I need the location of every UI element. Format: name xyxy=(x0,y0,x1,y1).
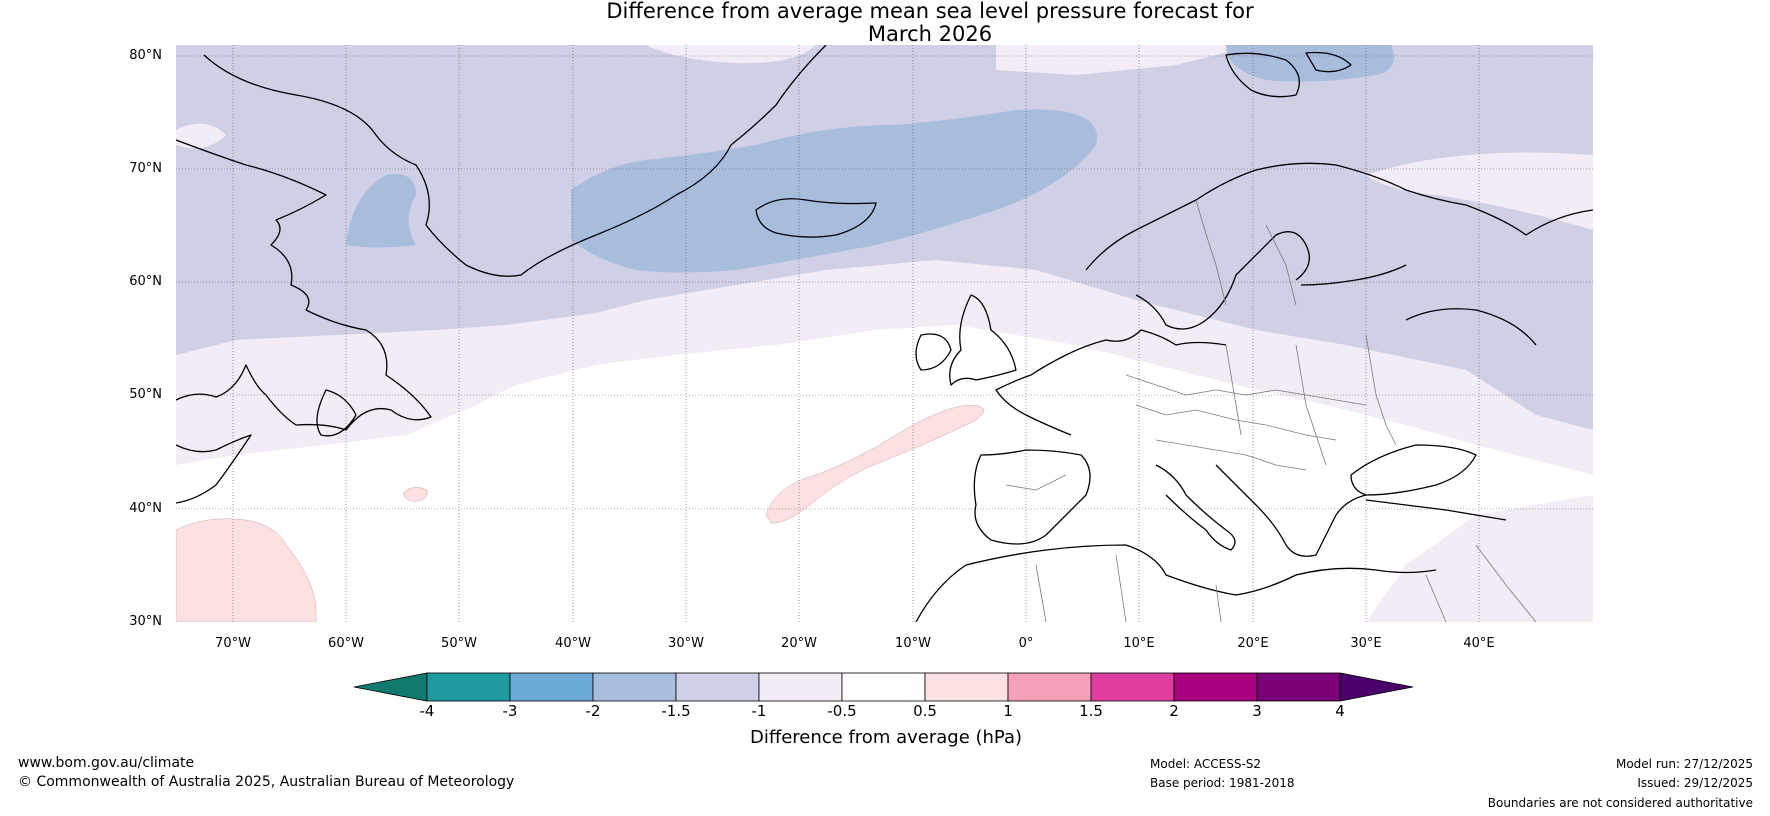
lon-label-10e: 10°E xyxy=(1123,636,1155,651)
black-sea-coast xyxy=(1350,444,1477,496)
anomaly-band-minus-1.5-c xyxy=(1226,45,1394,82)
colorbar-segments xyxy=(353,672,1414,702)
colorbar-tick-label: -1 xyxy=(751,702,767,720)
italy-coast xyxy=(1155,464,1236,551)
model-run-text: Model run: 27/12/2025 xyxy=(1615,757,1753,771)
lat-label-50n: 50°N xyxy=(129,387,162,402)
anomaly-band-minus-1.5 xyxy=(571,109,1097,273)
chart-title: Difference from average mean sea level p… xyxy=(0,0,1770,46)
title-line-1: Difference from average mean sea level p… xyxy=(606,0,1254,23)
colorbar-segment xyxy=(1173,672,1258,702)
colorbar-tick-label: -3 xyxy=(502,702,518,720)
iceland-coast xyxy=(755,198,877,238)
anomaly-band-minus-1.5-b xyxy=(346,174,416,248)
model-text: Model: ACCESS-S2 xyxy=(1150,757,1262,771)
lon-label-10w: 10°W xyxy=(895,636,931,651)
colorbar-extend-high xyxy=(1339,672,1414,702)
anomaly-band-plus-0.5-atlantic xyxy=(765,404,985,524)
graticule xyxy=(176,45,1593,622)
lon-label-30e: 30°E xyxy=(1350,636,1382,651)
lon-label-40e: 40°E xyxy=(1463,636,1495,651)
sweden-coast xyxy=(1135,231,1310,330)
colorbar-segment xyxy=(1007,672,1092,702)
greenland-coast xyxy=(203,45,827,277)
anomaly-band-minus-1-west xyxy=(176,123,226,149)
colorbar-segment xyxy=(426,672,511,702)
finland-coast xyxy=(1300,264,1407,286)
svalbard-coast-2 xyxy=(1305,51,1352,73)
balkans-coast xyxy=(1215,464,1367,557)
colorbar-segment xyxy=(592,672,677,702)
forecast-map xyxy=(176,45,1593,622)
country-borders xyxy=(1005,199,1537,622)
colorbar-extend-low xyxy=(353,672,428,702)
lat-label-30n: 30°N xyxy=(129,614,162,629)
colorbar-segment xyxy=(841,672,926,702)
lat-label-70n: 70°N xyxy=(129,161,162,176)
colorbar-tick-label: 2 xyxy=(1169,702,1179,720)
colorbar-tick-label: 1.5 xyxy=(1079,702,1103,720)
canada-coast xyxy=(176,139,432,431)
russia-coast xyxy=(1405,308,1537,346)
anomaly-band-minus-1-arctic xyxy=(646,45,816,64)
colorbar-segment xyxy=(1256,672,1341,702)
anomaly-band-minus-1-east xyxy=(1366,152,1593,230)
coastlines xyxy=(176,45,1593,622)
colorbar-tick-label: 4 xyxy=(1335,702,1345,720)
colorbar-tick-label: -4 xyxy=(419,702,435,720)
lat-label-80n: 80°N xyxy=(129,48,162,63)
colorbar-tick-label: -2 xyxy=(585,702,601,720)
title-line-2: March 2026 xyxy=(867,22,993,46)
lon-label-70w: 70°W xyxy=(215,636,251,651)
issued-text: Issued: 29/12/2025 xyxy=(1637,776,1753,790)
lon-label-30w: 30°W xyxy=(668,636,704,651)
us-coast xyxy=(176,434,252,504)
lon-label-50w: 50°W xyxy=(441,636,477,651)
colorbar-tick-label: 3 xyxy=(1252,702,1262,720)
colorbar-tick-label: -1.5 xyxy=(661,702,691,720)
colorbar-segment xyxy=(509,672,594,702)
anomaly-band-plus-0.5-southwest xyxy=(176,518,317,622)
colorbar-segment xyxy=(924,672,1009,702)
base-period-text: Base period: 1981-2018 xyxy=(1150,776,1295,790)
colorbar-segment xyxy=(675,672,760,702)
lon-label-20w: 20°W xyxy=(781,636,817,651)
lon-label-20e: 20°E xyxy=(1237,636,1269,651)
copyright-text: © Commonwealth of Australia 2025, Austra… xyxy=(18,774,515,790)
lat-label-60n: 60°N xyxy=(129,274,162,289)
britain-coast xyxy=(949,294,1017,386)
lon-label-0: 0° xyxy=(1018,636,1034,651)
africa-coast xyxy=(915,544,1437,622)
disclaimer-text: Boundaries are not considered authoritat… xyxy=(1487,796,1753,810)
map-svg xyxy=(176,45,1593,622)
colorbar-label: Difference from average (hPa) xyxy=(749,727,1023,748)
colorbar-segment xyxy=(758,672,843,702)
lon-label-40w: 40°W xyxy=(555,636,591,651)
europe-coast xyxy=(995,329,1227,436)
scandinavia-coast xyxy=(1085,162,1593,271)
colorbar-tick-label: -0.5 xyxy=(827,702,857,720)
iberia-coast xyxy=(973,449,1091,545)
ireland-coast xyxy=(915,333,952,371)
svalbard-coast xyxy=(1225,52,1300,98)
anomaly-band-plus-0.5-spot xyxy=(403,487,429,502)
lon-label-60w: 60°W xyxy=(328,636,364,651)
colorbar-tick-label: 0.5 xyxy=(913,702,937,720)
colorbar-tick-label: 1 xyxy=(1003,702,1013,720)
colorbar-segment xyxy=(1090,672,1175,702)
website-link[interactable]: www.bom.gov.au/climate xyxy=(18,755,195,771)
newfoundland-coast xyxy=(316,389,357,437)
turkey-coast xyxy=(1365,499,1507,521)
lat-label-40n: 40°N xyxy=(129,501,162,516)
